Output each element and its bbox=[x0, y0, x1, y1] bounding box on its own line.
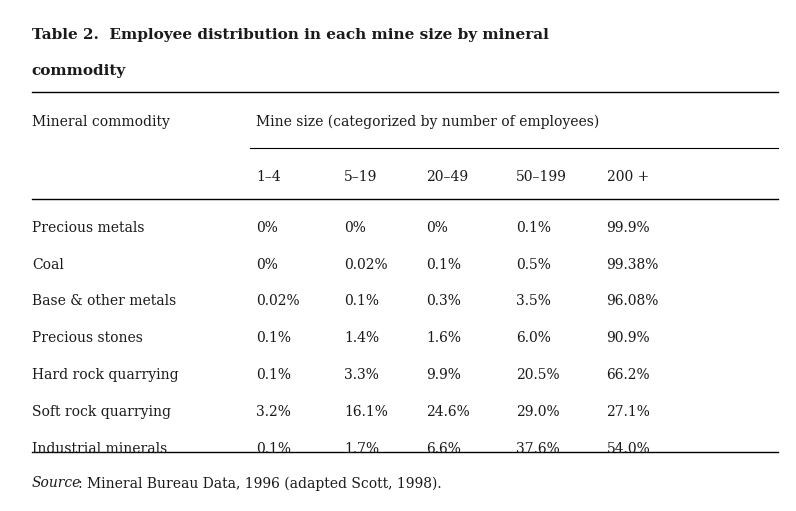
Text: 99.38%: 99.38% bbox=[607, 258, 659, 271]
Text: 29.0%: 29.0% bbox=[516, 405, 560, 419]
Text: 200 +: 200 + bbox=[607, 170, 649, 184]
Text: 0.1%: 0.1% bbox=[344, 294, 379, 308]
Text: 0%: 0% bbox=[344, 221, 365, 235]
Text: 0%: 0% bbox=[256, 221, 278, 235]
Text: Mineral commodity: Mineral commodity bbox=[32, 115, 170, 129]
Text: : Mineral Bureau Data, 1996 (adapted Scott, 1998).: : Mineral Bureau Data, 1996 (adapted Sco… bbox=[78, 476, 442, 491]
Text: 96.08%: 96.08% bbox=[607, 294, 659, 308]
Text: 0.1%: 0.1% bbox=[256, 368, 291, 382]
Text: 3.3%: 3.3% bbox=[344, 368, 379, 382]
Text: 9.9%: 9.9% bbox=[426, 368, 461, 382]
Text: Coal: Coal bbox=[32, 258, 64, 271]
Text: 99.9%: 99.9% bbox=[607, 221, 650, 235]
Text: 3.2%: 3.2% bbox=[256, 405, 291, 419]
Text: 0.1%: 0.1% bbox=[256, 331, 291, 345]
Text: Precious stones: Precious stones bbox=[32, 331, 142, 345]
Text: 0.1%: 0.1% bbox=[256, 442, 291, 455]
Text: 1–4: 1–4 bbox=[256, 170, 281, 184]
Text: 0.1%: 0.1% bbox=[516, 221, 551, 235]
Text: 3.5%: 3.5% bbox=[516, 294, 551, 308]
Text: 54.0%: 54.0% bbox=[607, 442, 650, 455]
Text: 20–49: 20–49 bbox=[426, 170, 468, 184]
Text: Hard rock quarrying: Hard rock quarrying bbox=[32, 368, 178, 382]
Text: 66.2%: 66.2% bbox=[607, 368, 650, 382]
Text: commodity: commodity bbox=[32, 64, 126, 78]
Text: Source: Source bbox=[32, 476, 81, 490]
Text: 6.0%: 6.0% bbox=[516, 331, 551, 345]
Text: 50–199: 50–199 bbox=[516, 170, 567, 184]
Text: 0.1%: 0.1% bbox=[426, 258, 461, 271]
Text: 0.02%: 0.02% bbox=[344, 258, 388, 271]
Text: 1.6%: 1.6% bbox=[426, 331, 461, 345]
Text: 37.6%: 37.6% bbox=[516, 442, 560, 455]
Text: 20.5%: 20.5% bbox=[516, 368, 560, 382]
Text: 24.6%: 24.6% bbox=[426, 405, 470, 419]
Text: 5–19: 5–19 bbox=[344, 170, 377, 184]
Text: 1.4%: 1.4% bbox=[344, 331, 379, 345]
Text: Industrial minerals: Industrial minerals bbox=[32, 442, 167, 455]
Text: 27.1%: 27.1% bbox=[607, 405, 650, 419]
Text: 90.9%: 90.9% bbox=[607, 331, 650, 345]
Text: Soft rock quarrying: Soft rock quarrying bbox=[32, 405, 171, 419]
Text: Table 2.  Employee distribution in each mine size by mineral: Table 2. Employee distribution in each m… bbox=[32, 28, 548, 42]
Text: Base & other metals: Base & other metals bbox=[32, 294, 176, 308]
Text: 6.6%: 6.6% bbox=[426, 442, 461, 455]
Text: 0.02%: 0.02% bbox=[256, 294, 300, 308]
Text: 0%: 0% bbox=[256, 258, 278, 271]
Text: Mine size (categorized by number of employees): Mine size (categorized by number of empl… bbox=[256, 115, 599, 129]
Text: 0%: 0% bbox=[426, 221, 447, 235]
Text: 0.5%: 0.5% bbox=[516, 258, 551, 271]
Text: Precious metals: Precious metals bbox=[32, 221, 144, 235]
Text: 0.3%: 0.3% bbox=[426, 294, 461, 308]
Text: 1.7%: 1.7% bbox=[344, 442, 379, 455]
Text: 16.1%: 16.1% bbox=[344, 405, 388, 419]
